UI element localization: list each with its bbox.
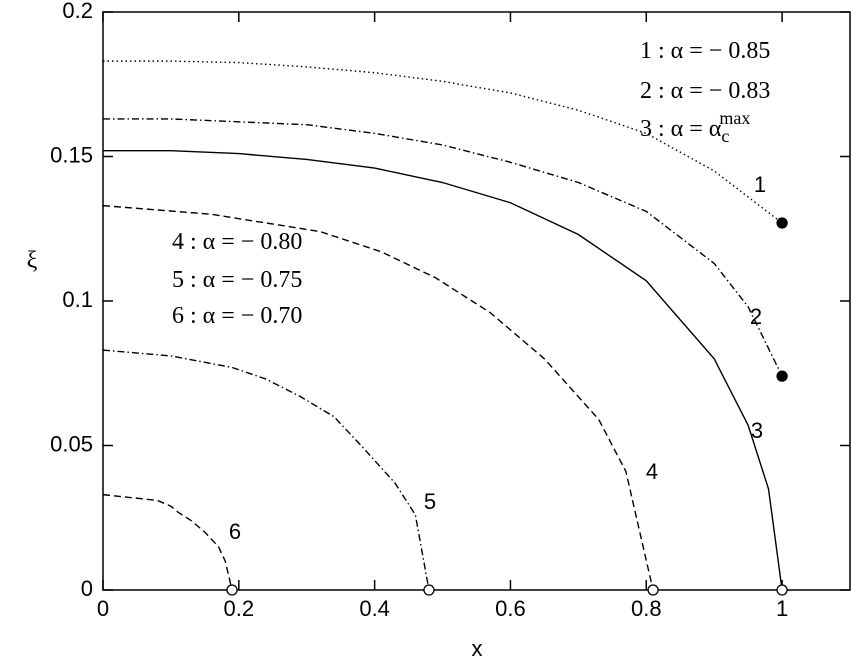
y-tick-label: 0 — [81, 576, 93, 601]
legend-text: 6 : α = − 0.70 — [172, 303, 302, 329]
legend-subscript: c — [721, 126, 729, 146]
curve-label: 3 — [751, 418, 763, 443]
legend-text: 5 : α = − 0.75 — [172, 267, 302, 293]
end-marker — [776, 584, 788, 596]
curve — [102, 204, 654, 591]
curve — [102, 493, 233, 591]
legend-entry: 3 : α = αcmax — [640, 108, 750, 146]
y-tick-label: 0.15 — [50, 142, 93, 167]
y-tick-label: 0.1 — [62, 287, 93, 312]
x-tick-label: 0.2 — [224, 596, 255, 621]
legend-entry: 6 : α = − 0.70 — [172, 303, 302, 329]
x-axis-label: x — [472, 636, 483, 661]
legend-text: 1 : α = − 0.85 — [640, 38, 770, 64]
x-tick-label: 0 — [97, 596, 109, 621]
curve-label: 1 — [754, 172, 766, 197]
x-tick-label: 0.4 — [359, 596, 390, 621]
curve-label: 6 — [229, 519, 241, 544]
y-axis-label: ξ — [27, 248, 38, 274]
legend-entry: 1 : α = − 0.85 — [640, 38, 770, 64]
legend-entry: 5 : α = − 0.75 — [172, 267, 302, 293]
curve — [103, 150, 783, 591]
y-tick-label: 0.05 — [50, 431, 93, 456]
legend-entry: 2 : α = − 0.83 — [640, 78, 770, 104]
legend-text: 4 : α = − 0.80 — [172, 229, 302, 255]
curve — [103, 60, 783, 224]
x-tick-label: 0.8 — [631, 596, 662, 621]
curve-label: 4 — [646, 459, 658, 484]
legend-text: 3 : α = α — [640, 116, 722, 142]
legend-text: 2 : α = − 0.83 — [640, 78, 770, 104]
legend-superscript: max — [719, 108, 750, 128]
curve — [102, 349, 430, 591]
end-marker — [423, 584, 435, 596]
end-marker — [776, 370, 788, 382]
end-marker — [647, 584, 659, 596]
x-tick-label: 1 — [776, 596, 788, 621]
legend-entry: 4 : α = − 0.80 — [172, 229, 302, 255]
y-tick-label: 0.2 — [62, 0, 93, 23]
end-marker — [226, 584, 238, 596]
x-tick-label: 0.6 — [495, 596, 526, 621]
curve-label: 5 — [424, 489, 436, 514]
curve-label: 2 — [750, 304, 762, 329]
end-marker — [776, 217, 788, 229]
